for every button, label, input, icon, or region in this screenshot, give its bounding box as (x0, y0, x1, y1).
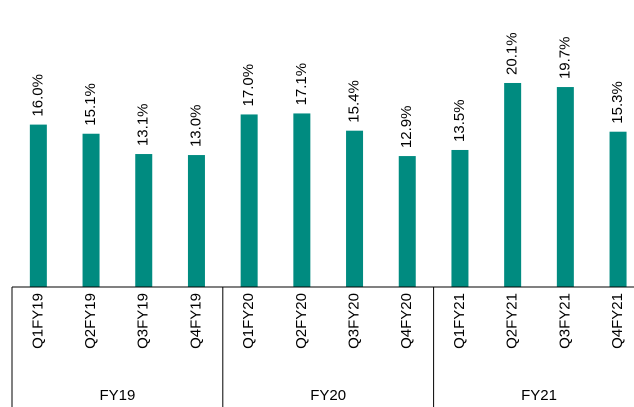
value-label: 12.9% (398, 106, 415, 149)
bar (240, 114, 258, 287)
x-tick-label: Q2FY19 (82, 293, 99, 349)
bar (82, 133, 100, 287)
bar (609, 131, 627, 287)
bar (451, 149, 469, 287)
x-tick-label: Q3FY20 (346, 293, 363, 349)
bar (556, 87, 574, 287)
bar (346, 130, 364, 287)
value-label: 17.1% (293, 63, 310, 106)
bar (187, 155, 205, 287)
bar (293, 113, 311, 287)
x-tick-label: Q2FY21 (504, 293, 521, 349)
x-tick-label: Q1FY19 (29, 293, 46, 349)
x-tick-label: Q3FY21 (556, 293, 573, 349)
bar (398, 156, 416, 287)
x-tick-label: Q4FY19 (187, 293, 204, 349)
value-label: 19.7% (556, 36, 573, 79)
x-tick-label: Q2FY20 (293, 293, 310, 349)
group-label: FY20 (310, 387, 346, 404)
x-tick-label: Q4FY21 (609, 293, 626, 349)
value-label: 15.1% (82, 83, 99, 126)
value-label: 15.4% (346, 80, 363, 123)
x-tick-label: Q1FY20 (240, 293, 257, 349)
bar (504, 82, 522, 287)
group-label: FY19 (99, 387, 135, 404)
value-label: 17.0% (240, 64, 257, 107)
value-label: 20.1% (504, 32, 521, 75)
bar (135, 154, 153, 287)
x-tick-label: Q3FY19 (135, 293, 152, 349)
x-tick-label: Q1FY21 (451, 293, 468, 349)
value-label: 15.3% (609, 81, 626, 124)
value-label: 16.0% (29, 74, 46, 117)
x-tick-label: Q4FY20 (398, 293, 415, 349)
group-label: FY21 (521, 387, 557, 404)
bar (29, 124, 47, 287)
value-label: 13.0% (187, 105, 204, 148)
value-label: 13.1% (135, 103, 152, 146)
value-label: 13.5% (451, 99, 468, 142)
